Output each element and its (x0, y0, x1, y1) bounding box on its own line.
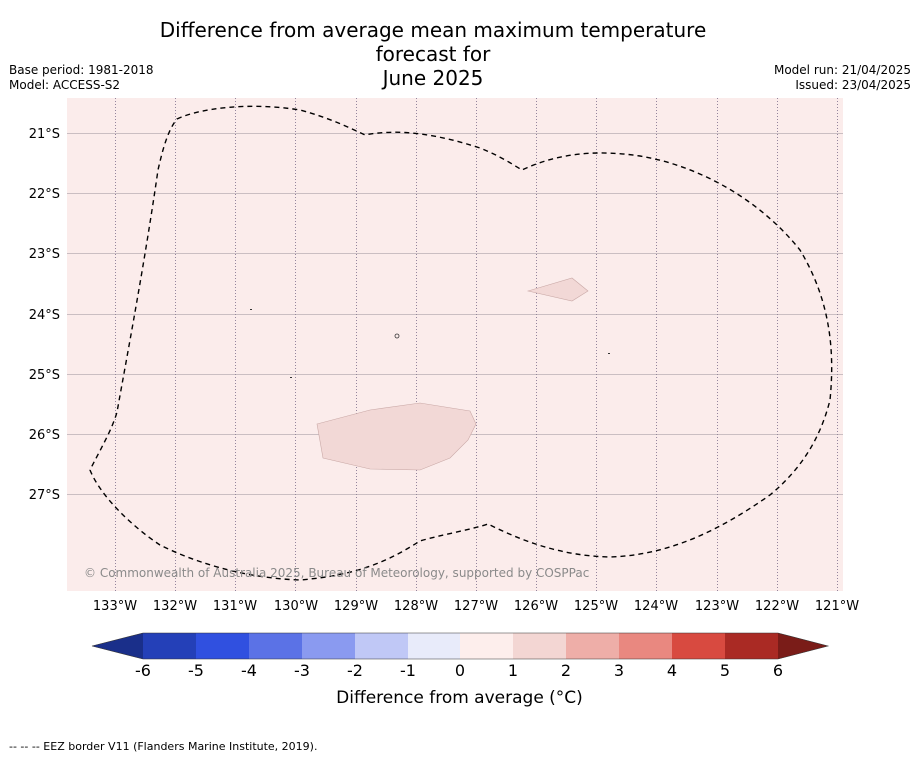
lat-label: 21°S (29, 127, 60, 142)
lat-label: 24°S (29, 308, 60, 323)
colorbar-max-arrow (778, 633, 828, 659)
colorbar-tick: 3 (614, 661, 624, 680)
colorbar-tick: -3 (294, 661, 310, 680)
copyright-credit: © Commonwealth of Australia 2025, Bureau… (84, 566, 590, 580)
meta-left: Base period: 1981-2018 Model: ACCESS-S2 (9, 63, 154, 93)
lon-label: 132°W (153, 599, 197, 614)
colorbar-tick: 4 (667, 661, 677, 680)
latitude-labels: 21°S 22°S 23°S 24°S 25°S 26°S 27°S (29, 127, 60, 503)
lat-label: 25°S (29, 368, 60, 383)
colorbar-tick: -6 (135, 661, 151, 680)
colorbar-segment (196, 633, 249, 659)
lon-label: 130°W (274, 599, 318, 614)
colorbar-segment (355, 633, 408, 659)
eez-border (89, 105, 833, 581)
meridians (115, 98, 838, 591)
anomaly-patch-large (316, 402, 477, 471)
map-area (67, 98, 843, 591)
colorbar-segment (725, 633, 778, 659)
lon-label: 131°W (213, 599, 257, 614)
colorbar-label: Difference from average (°C) (336, 688, 583, 708)
colorbar-segment (619, 633, 672, 659)
island-speck (290, 377, 292, 378)
colorbar-segment (566, 633, 619, 659)
colorbar-tick: 1 (508, 661, 518, 680)
lon-label: 126°W (514, 599, 558, 614)
lat-label: 26°S (29, 428, 60, 443)
model-name: Model: ACCESS-S2 (9, 78, 121, 92)
lon-label: 129°W (334, 599, 378, 614)
lon-label: 127°W (454, 599, 498, 614)
island-speck (394, 333, 400, 339)
colorbar-min-arrow (92, 633, 143, 659)
colorbar (91, 632, 830, 660)
lon-label: 123°W (695, 599, 739, 614)
model-run: Model run: 21/04/2025 (773, 63, 911, 77)
map-title: Difference from average mean maximum tem… (120, 18, 746, 90)
lon-label: 133°W (93, 599, 137, 614)
colorbar-tick: -5 (188, 661, 204, 680)
lat-label: 22°S (29, 187, 60, 202)
lon-label: 122°W (755, 599, 799, 614)
anomaly-patch-small (526, 277, 589, 302)
island-speck (608, 353, 610, 354)
lat-label: 27°S (29, 488, 60, 503)
colorbar-tick: -2 (347, 661, 363, 680)
longitude-labels: 133°W 132°W 131°W 130°W 129°W 128°W 127°… (93, 599, 859, 614)
colorbar-segment (672, 633, 725, 659)
title-line-1: Difference from average mean maximum tem… (159, 18, 707, 66)
parallels (67, 133, 843, 495)
lon-label: 124°W (634, 599, 678, 614)
colorbar-segment (513, 633, 566, 659)
base-period: Base period: 1981-2018 (9, 63, 154, 77)
colorbar-tick: 0 (455, 661, 465, 680)
colorbar-segment (143, 633, 196, 659)
islands (250, 309, 610, 378)
lon-label: 125°W (574, 599, 618, 614)
eez-footnote: -- -- -- EEZ border V11 (Flanders Marine… (9, 740, 318, 753)
colorbar-tick: -1 (400, 661, 416, 680)
colorbar-segment (460, 633, 513, 659)
title-line-2: June 2025 (382, 66, 484, 90)
colorbar-tick: 2 (561, 661, 571, 680)
colorbar-segment (408, 633, 460, 659)
colorbar-outline (91, 632, 830, 660)
colorbar-tick: -4 (241, 661, 257, 680)
colorbar-tick: 5 (720, 661, 730, 680)
lon-label: 121°W (815, 599, 859, 614)
lon-label: 128°W (394, 599, 438, 614)
meta-right: Model run: 21/04/2025 Issued: 23/04/2025 (774, 63, 911, 93)
colorbar-tick: 6 (773, 661, 783, 680)
issued-date: Issued: 23/04/2025 (795, 78, 911, 92)
island-speck (250, 309, 252, 310)
graticule (67, 98, 843, 591)
lat-label: 23°S (29, 247, 60, 262)
colorbar-segment (249, 633, 302, 659)
colorbar-ticks: -6 -5 -4 -3 -2 -1 0 1 2 3 4 5 6 (135, 661, 783, 680)
colorbar-segment (302, 633, 355, 659)
